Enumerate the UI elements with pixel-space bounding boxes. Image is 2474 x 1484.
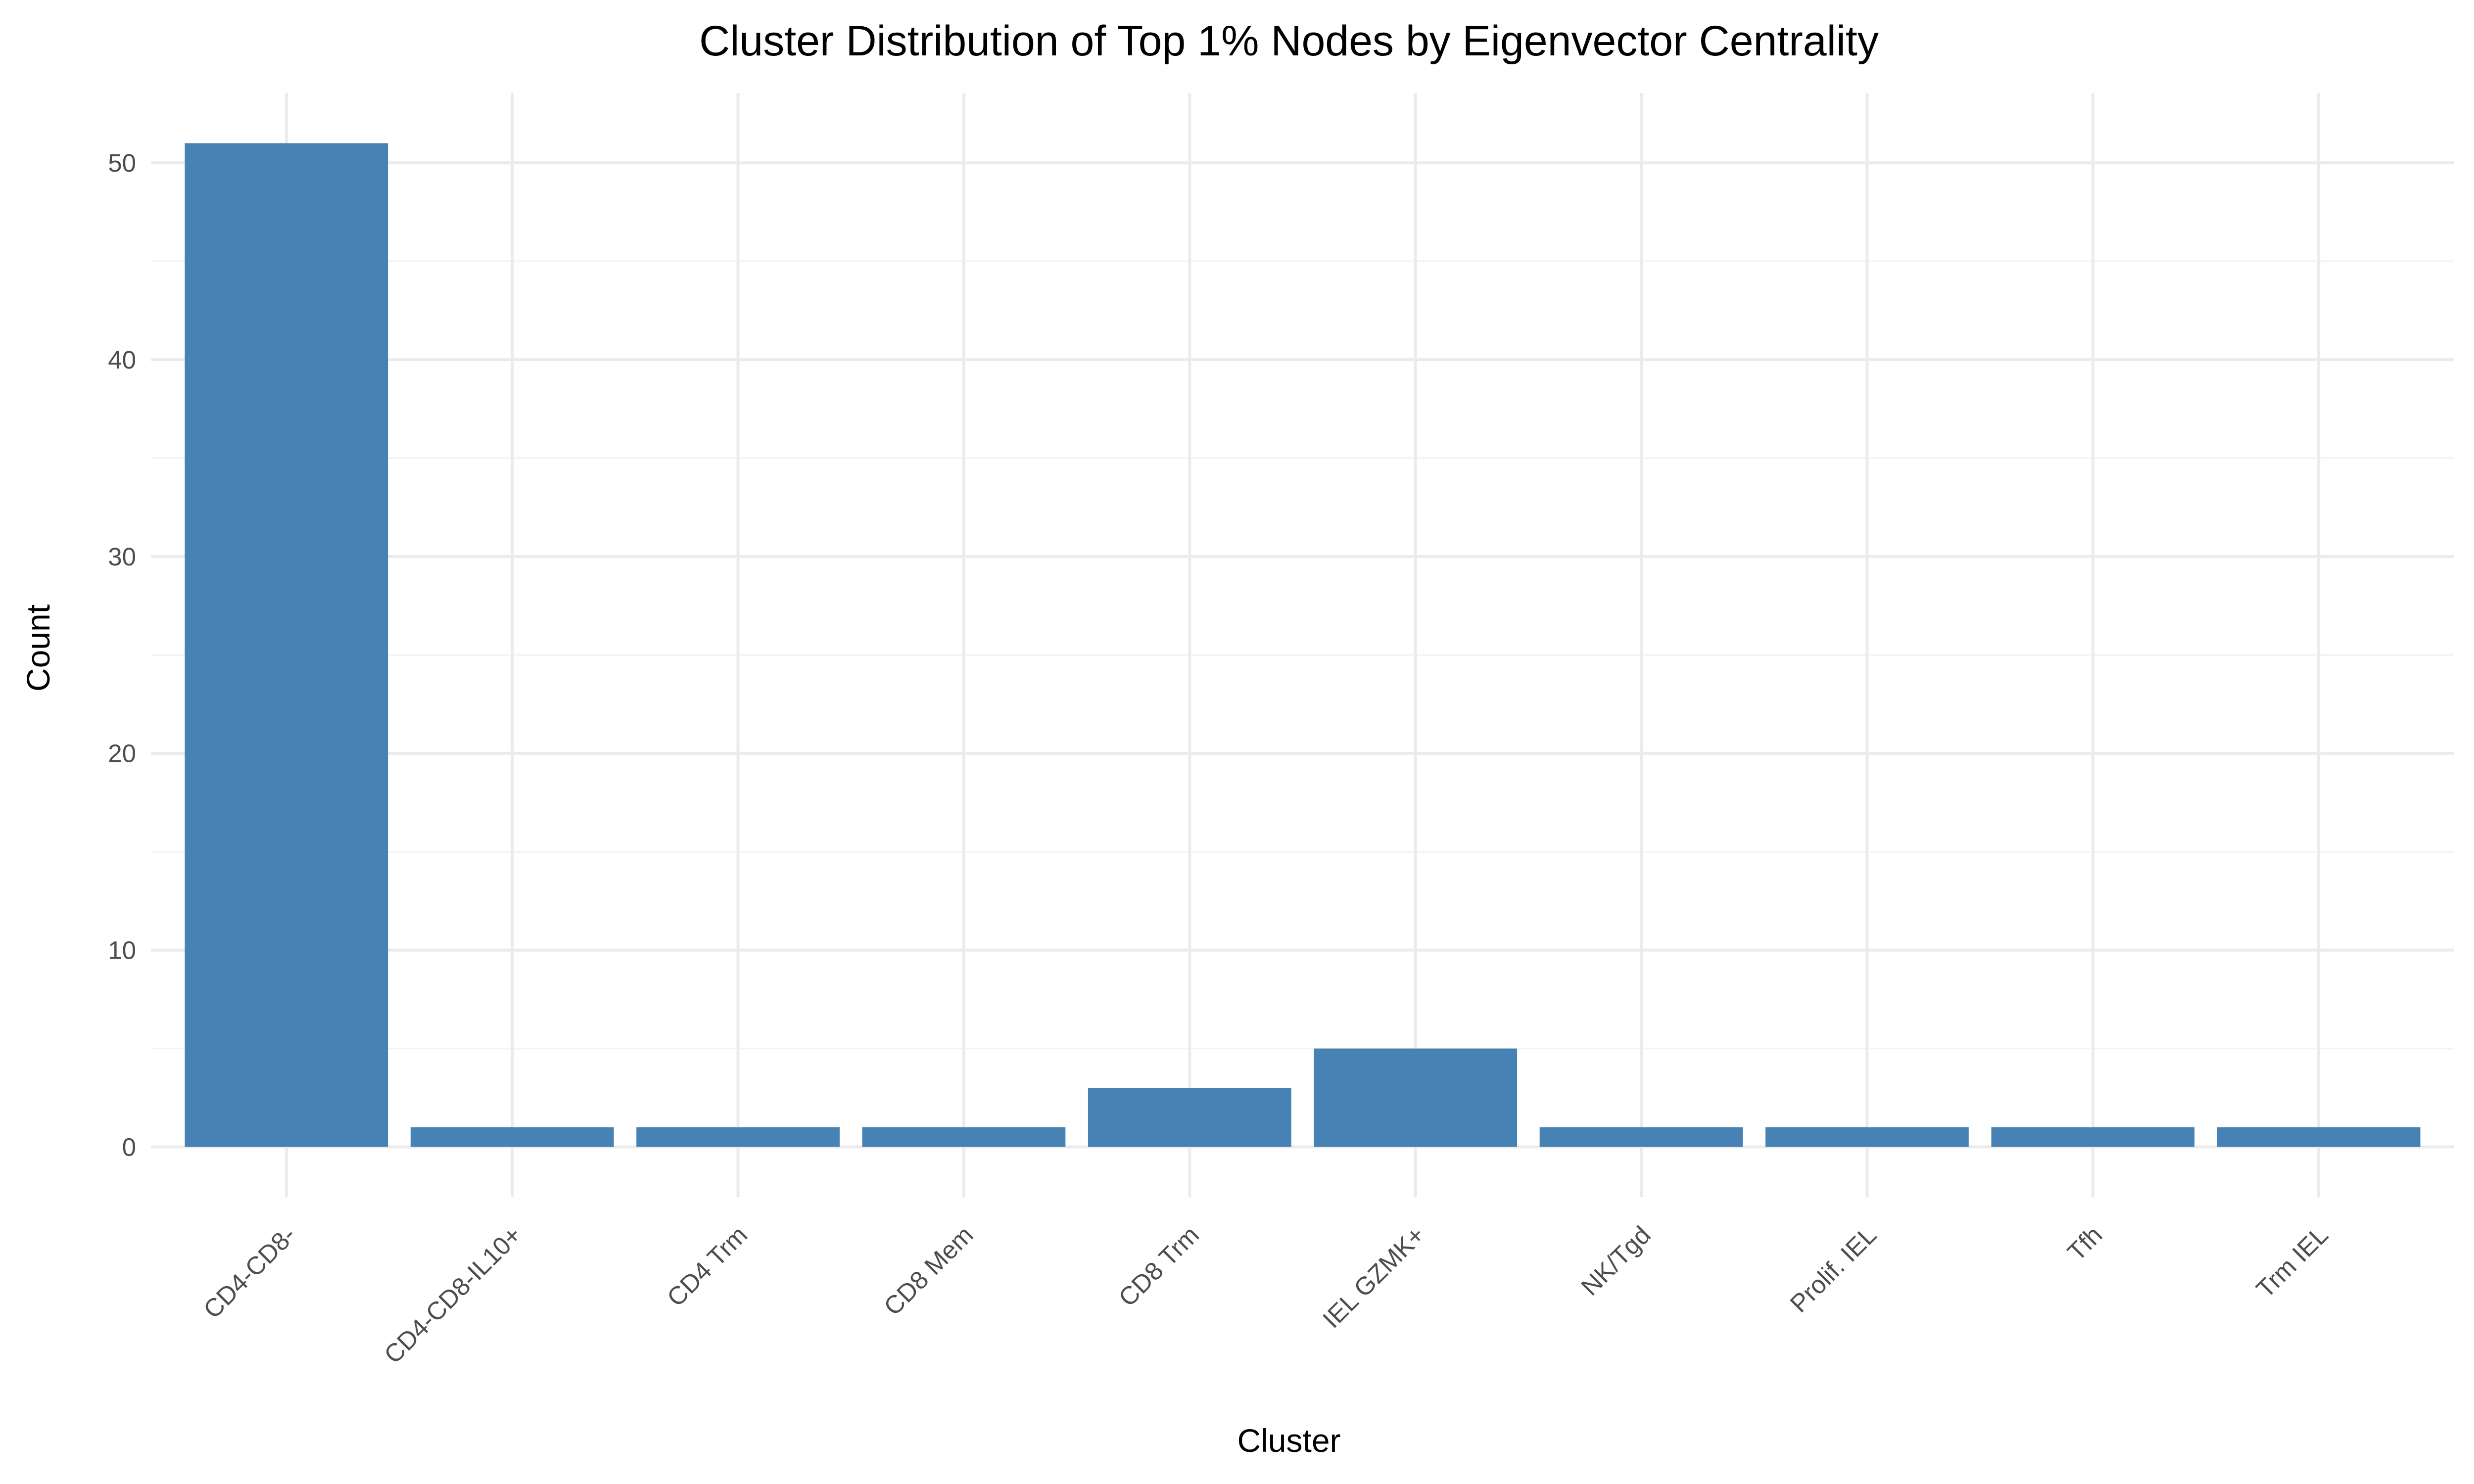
x-tick-label: CD8 Trm [1113,1220,1205,1312]
x-tick-label: Prolif. IEL [1785,1220,1882,1318]
bar [636,1127,840,1147]
y-tick-label: 30 [108,543,136,571]
chart-title: Cluster Distribution of Top 1% Nodes by … [699,17,1879,65]
bar [1765,1127,1969,1147]
bar [185,143,388,1147]
y-tick-label: 20 [108,740,136,768]
bar [1991,1127,2195,1147]
bar [862,1127,1066,1147]
bar [1314,1048,1518,1147]
bar [1088,1088,1291,1147]
x-axis-ticks: CD4-CD8- CD4-CD8-IL10+ CD4 Trm CD8 Mem CD8 T… [198,1220,2333,1369]
bar [2217,1127,2421,1147]
grid-lines [151,93,2454,1197]
x-tick-label: CD4 Trm [662,1220,753,1312]
y-tick-label: 50 [108,149,136,177]
y-tick-label: 0 [122,1133,136,1161]
x-tick-label: IEL GZMK+ [1317,1220,1430,1333]
bar [410,1127,614,1147]
x-tick-label: CD8 Mem [878,1220,979,1321]
x-tick-label: CD4-CD8- [198,1220,301,1324]
y-axis-ticks: 0 10 20 30 40 50 [108,149,136,1161]
bar [1539,1127,1743,1147]
y-tick-label: 10 [108,936,136,965]
x-tick-label: CD4-CD8-IL10+ [379,1220,527,1369]
x-axis-title: Cluster [1237,1422,1340,1459]
x-tick-label: Tfh [2062,1220,2107,1266]
y-tick-label: 40 [108,346,136,374]
x-tick-label: NK/Tgd [1575,1220,1656,1301]
bar-series [185,143,2421,1147]
y-axis-title: Count [20,604,56,692]
x-tick-label: Trm IEL [2251,1220,2333,1303]
